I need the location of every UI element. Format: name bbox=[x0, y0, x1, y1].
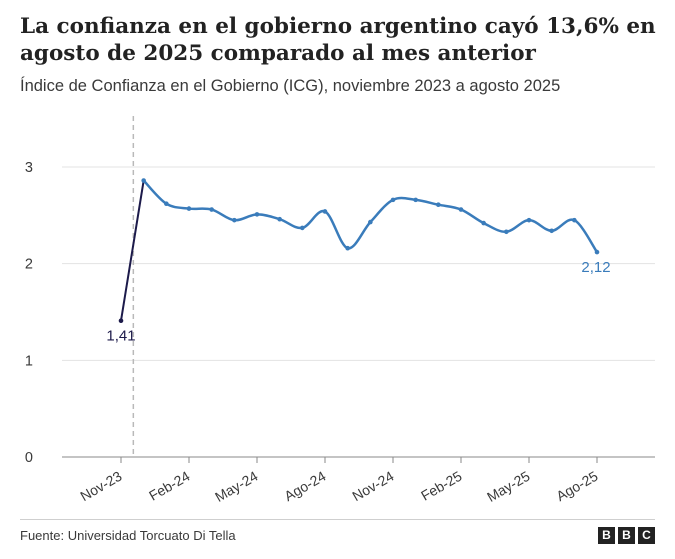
y-tick-label: 3 bbox=[25, 160, 33, 176]
series-line-previous bbox=[120, 180, 145, 321]
bbc-logo-letter: B bbox=[598, 527, 615, 544]
data-point bbox=[458, 207, 464, 212]
data-point bbox=[345, 245, 350, 251]
data-point bbox=[368, 219, 373, 225]
data-label: 1,41 bbox=[106, 328, 135, 345]
x-tick-label: Nov-23 bbox=[77, 468, 124, 505]
data-point bbox=[594, 249, 600, 255]
y-tick-label: 0 bbox=[25, 450, 33, 466]
x-tick-label: May-25 bbox=[484, 468, 533, 505]
data-label: 2,12 bbox=[581, 259, 610, 276]
y-tick-label: 1 bbox=[25, 353, 33, 369]
data-point bbox=[504, 229, 509, 235]
data-point bbox=[322, 209, 328, 214]
data-point bbox=[141, 178, 146, 183]
data-point bbox=[254, 212, 260, 217]
x-tick-label: Ago-25 bbox=[553, 468, 600, 505]
x-tick-label: Feb-25 bbox=[418, 468, 465, 504]
data-point bbox=[277, 216, 282, 222]
data-point bbox=[118, 318, 124, 324]
chart-subtitle: Índice de Confianza en el Gobierno (ICG)… bbox=[20, 77, 561, 95]
data-point bbox=[209, 207, 214, 212]
series-line-current bbox=[142, 179, 599, 253]
data-point bbox=[300, 225, 305, 231]
line-chart: 0 1 2 3 Nov-23 Feb-24 May-24 Ago-24 Nov-24 Feb-25… bbox=[25, 116, 655, 505]
x-tick-label: Feb-24 bbox=[146, 468, 193, 504]
x-tick-label: May-24 bbox=[212, 468, 261, 505]
data-point bbox=[186, 206, 192, 211]
data-point bbox=[164, 201, 169, 207]
data-point bbox=[526, 217, 532, 223]
bbc-logo-letter: C bbox=[638, 527, 655, 544]
chart-title: La confianza en el gobierno argentino ca… bbox=[20, 14, 656, 66]
bbc-logo: B B C bbox=[598, 527, 655, 544]
data-point bbox=[436, 202, 441, 207]
footer-divider bbox=[20, 519, 655, 520]
data-point bbox=[572, 217, 577, 223]
data-point bbox=[390, 197, 396, 203]
data-point bbox=[481, 220, 486, 226]
data-point bbox=[549, 228, 554, 234]
data-point bbox=[413, 197, 418, 203]
y-tick-label: 2 bbox=[25, 257, 33, 273]
data-point bbox=[232, 217, 237, 223]
x-tick-label: Nov-24 bbox=[349, 468, 396, 505]
source-note: Fuente: Universidad Torcuato Di Tella bbox=[20, 528, 236, 543]
bbc-logo-letter: B bbox=[618, 527, 635, 544]
x-tick-label: Ago-24 bbox=[281, 468, 328, 505]
